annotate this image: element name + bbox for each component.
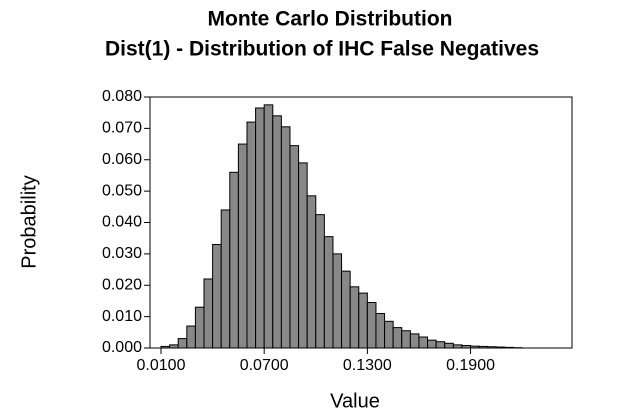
bar bbox=[418, 336, 429, 349]
bar bbox=[298, 162, 308, 349]
bar bbox=[392, 327, 403, 349]
y-tick-label: 0.010 bbox=[102, 308, 142, 325]
bar bbox=[272, 115, 282, 349]
bar bbox=[177, 338, 188, 349]
bar bbox=[237, 143, 248, 349]
bar bbox=[349, 286, 360, 349]
chart-title: Monte Carlo Distribution bbox=[208, 8, 453, 31]
y-tick-label: 0.070 bbox=[102, 120, 142, 137]
bar bbox=[435, 341, 446, 349]
bar bbox=[186, 325, 196, 349]
y-axis-label: Probability bbox=[18, 175, 40, 268]
bar bbox=[332, 253, 343, 349]
y-tick-label: 0.040 bbox=[102, 214, 142, 231]
bar bbox=[220, 209, 231, 349]
bar bbox=[323, 236, 334, 349]
bar bbox=[427, 339, 437, 349]
chart-subtitle: Dist(1) - Distribution of IHC False Nega… bbox=[105, 38, 539, 61]
bar bbox=[409, 333, 420, 349]
x-tick-label: 0.0700 bbox=[240, 357, 289, 374]
bar bbox=[358, 292, 368, 349]
y-tick-label: 0.060 bbox=[102, 151, 142, 168]
bar bbox=[229, 171, 239, 349]
bar bbox=[246, 121, 257, 349]
plot-frame bbox=[149, 96, 573, 349]
bar bbox=[263, 104, 274, 349]
x-axis-label: Value bbox=[330, 390, 380, 412]
y-tick-label: 0.000 bbox=[102, 339, 142, 356]
x-tick-label: 0.1900 bbox=[446, 357, 495, 374]
bar bbox=[255, 107, 265, 349]
bar bbox=[315, 214, 325, 349]
bar bbox=[401, 330, 411, 349]
bar bbox=[375, 312, 386, 349]
bar bbox=[194, 306, 205, 349]
y-tick-label: 0.030 bbox=[102, 245, 142, 262]
bar bbox=[280, 126, 291, 349]
bar bbox=[384, 320, 394, 349]
bar bbox=[212, 243, 222, 349]
y-tick-label: 0.020 bbox=[102, 276, 142, 293]
x-tick-label: 0.1300 bbox=[343, 357, 392, 374]
bar bbox=[341, 270, 351, 349]
y-tick-label: 0.080 bbox=[102, 88, 142, 105]
bar bbox=[306, 195, 317, 349]
bar bbox=[444, 342, 454, 349]
y-tick-label: 0.050 bbox=[102, 182, 142, 199]
bar bbox=[289, 145, 300, 349]
bar bbox=[203, 278, 214, 349]
x-tick-label: 0.0100 bbox=[137, 357, 186, 374]
bar bbox=[366, 302, 377, 349]
